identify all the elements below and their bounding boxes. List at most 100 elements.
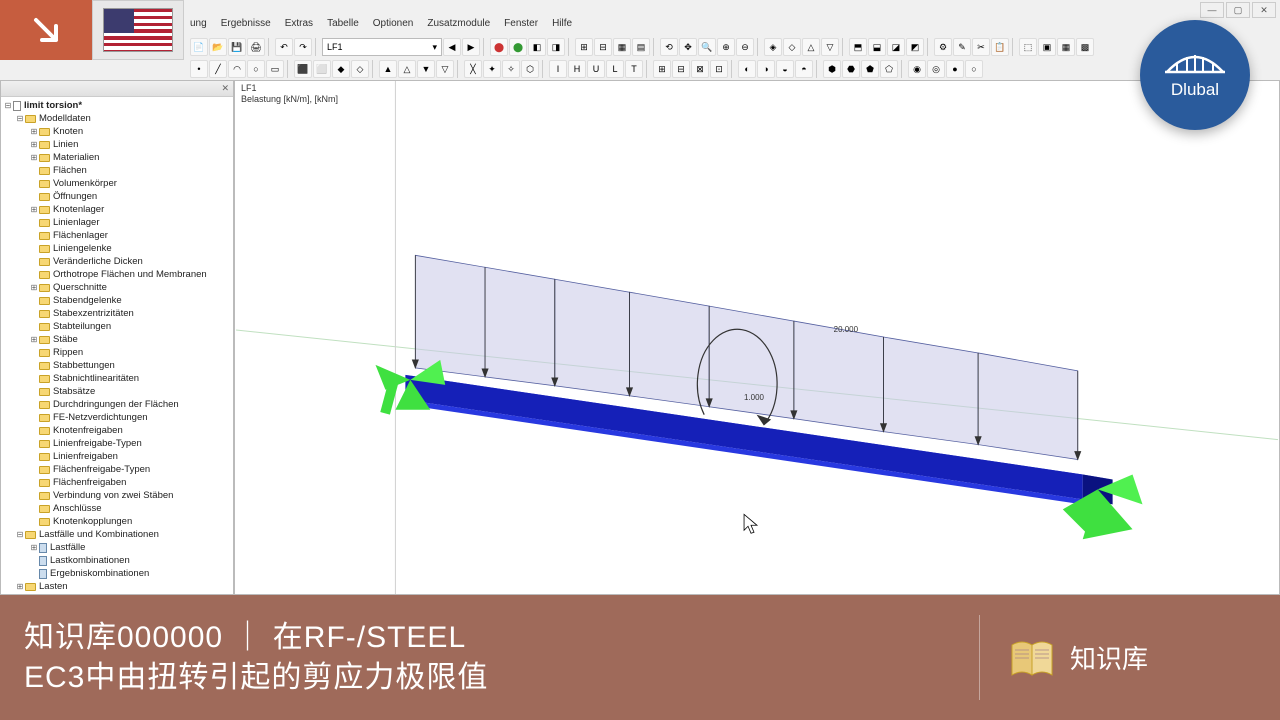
toolbar-button[interactable]: △	[398, 60, 416, 78]
toolbar-button[interactable]: ◧	[528, 38, 546, 56]
menu-item[interactable]: Fenster	[504, 18, 538, 36]
toolbar-button[interactable]: ◩	[906, 38, 924, 56]
tree-item[interactable]: Ergebniskombinationen	[1, 567, 233, 580]
toolbar-button[interactable]: ⊞	[653, 60, 671, 78]
toolbar-button[interactable]: ◒	[776, 60, 794, 78]
toolbar-button[interactable]: •	[190, 60, 208, 78]
menu-item[interactable]: Optionen	[373, 18, 414, 36]
tree-item[interactable]: Linienfreigaben	[1, 450, 233, 463]
tree-item[interactable]: Stabendgelenke	[1, 294, 233, 307]
toolbar-button[interactable]: ●	[946, 60, 964, 78]
toolbar-button[interactable]: ↶	[275, 38, 293, 56]
toolbar-button[interactable]: 🔍	[698, 38, 716, 56]
toolbar-button[interactable]: ◆	[332, 60, 350, 78]
toolbar-button[interactable]: ╳	[464, 60, 482, 78]
toolbar-button[interactable]: I	[549, 60, 567, 78]
tree-item[interactable]: Rippen	[1, 346, 233, 359]
tree-item[interactable]: Knotenfreigaben	[1, 424, 233, 437]
toolbar-button[interactable]: ◉	[908, 60, 926, 78]
toolbar-button[interactable]: ⬣	[842, 60, 860, 78]
toolbar-button[interactable]: ◇	[783, 38, 801, 56]
model-viewport[interactable]: LF1 Belastung [kN/m], [kNm]	[234, 80, 1280, 595]
toolbar-button[interactable]: ⊠	[691, 60, 709, 78]
toolbar-button[interactable]: ⬟	[861, 60, 879, 78]
tree-item[interactable]: ⊞Lastfälle	[1, 541, 233, 554]
toolbar-button[interactable]: ▦	[1057, 38, 1075, 56]
tree-item[interactable]: Flächenlager	[1, 229, 233, 242]
toolbar-button[interactable]: ✂	[972, 38, 990, 56]
tree-item[interactable]: Volumenkörper	[1, 177, 233, 190]
toolbar-button[interactable]: ◈	[764, 38, 782, 56]
panel-close-icon[interactable]: ✕	[221, 83, 229, 94]
maximize-button[interactable]: ▢	[1226, 2, 1250, 18]
menu-item[interactable]: Hilfe	[552, 18, 572, 36]
toolbar-button[interactable]: ▶	[462, 38, 480, 56]
toolbar-button[interactable]: H	[568, 60, 586, 78]
toolbar-button[interactable]: 📄	[190, 38, 208, 56]
tree-item[interactable]: Stabteilungen	[1, 320, 233, 333]
toolbar-button[interactable]: ✧	[502, 60, 520, 78]
tree-item[interactable]: ⊞Knotenlager	[1, 203, 233, 216]
tree-item[interactable]: ⊟Lastfälle und Kombinationen	[1, 528, 233, 541]
toolbar-button[interactable]: ▤	[632, 38, 650, 56]
tree-item[interactable]: Flächenfreigabe-Typen	[1, 463, 233, 476]
tree-item[interactable]: ⊞Lasten	[1, 580, 233, 593]
toolbar-button[interactable]: ▭	[266, 60, 284, 78]
toolbar-button[interactable]: ◠	[228, 60, 246, 78]
menu-item[interactable]: Zusatzmodule	[427, 18, 490, 36]
toolbar-button[interactable]: ⟲	[660, 38, 678, 56]
toolbar-button[interactable]: ▼	[417, 60, 435, 78]
tree-item[interactable]: Verbindung von zwei Stäben	[1, 489, 233, 502]
toolbar-button[interactable]: ○	[247, 60, 265, 78]
toolbar-button[interactable]: ⬢	[823, 60, 841, 78]
toolbar-button[interactable]: U	[587, 60, 605, 78]
toolbar-button[interactable]: ◓	[795, 60, 813, 78]
toolbar-button[interactable]: ╱	[209, 60, 227, 78]
tree-item[interactable]: ⊟Modelldaten	[1, 112, 233, 125]
tree-item[interactable]: FE-Netzverdichtungen	[1, 411, 233, 424]
toolbar-button[interactable]: ⊖	[736, 38, 754, 56]
tree-item[interactable]: Anschlüsse	[1, 502, 233, 515]
toolbar-button[interactable]: 📂	[209, 38, 227, 56]
tree-item[interactable]: ⊞Knoten	[1, 125, 233, 138]
toolbar-button[interactable]: ◪	[887, 38, 905, 56]
tree-item[interactable]: Stabexzentrizitäten	[1, 307, 233, 320]
tree-item[interactable]: Stabsätze	[1, 385, 233, 398]
toolbar-button[interactable]: ⊟	[594, 38, 612, 56]
toolbar-button[interactable]: ⊡	[710, 60, 728, 78]
tree-item[interactable]: Durchdringungen der Flächen	[1, 398, 233, 411]
tree-item[interactable]: ⊞Stäbe	[1, 333, 233, 346]
loadcase-combo[interactable]: LF1▾	[322, 38, 442, 56]
toolbar-button[interactable]: ⬤	[490, 38, 508, 56]
toolbar-button[interactable]: ▦	[613, 38, 631, 56]
toolbar-button[interactable]: ⬚	[1019, 38, 1037, 56]
toolbar-button[interactable]: ✎	[953, 38, 971, 56]
toolbar-button[interactable]: 🖨	[247, 38, 265, 56]
toolbar-button[interactable]: ⊕	[717, 38, 735, 56]
tree-item[interactable]: ⊞Querschnitte	[1, 281, 233, 294]
toolbar-button[interactable]: ▽	[821, 38, 839, 56]
tree-item[interactable]: Flächen	[1, 164, 233, 177]
tree-item[interactable]: ⊞Linien	[1, 138, 233, 151]
toolbar-button[interactable]: ⬠	[880, 60, 898, 78]
tree-item[interactable]: Knotenkopplungen	[1, 515, 233, 528]
tree-item[interactable]: Flächenfreigaben	[1, 476, 233, 489]
toolbar-button[interactable]: L	[606, 60, 624, 78]
toolbar-button[interactable]: △	[802, 38, 820, 56]
toolbar-button[interactable]: ◀	[443, 38, 461, 56]
toolbar-button[interactable]: ⬓	[868, 38, 886, 56]
tree-item[interactable]: Stabnichtlinearitäten	[1, 372, 233, 385]
menu-item[interactable]: Ergebnisse	[221, 18, 271, 36]
toolbar-button[interactable]: ◎	[927, 60, 945, 78]
tree-item[interactable]: Orthotrope Flächen und Membranen	[1, 268, 233, 281]
toolbar-button[interactable]: ⬛	[294, 60, 312, 78]
toolbar-button[interactable]: ⊞	[575, 38, 593, 56]
toolbar-button[interactable]: ◇	[351, 60, 369, 78]
tree-item[interactable]: Stabbettungen	[1, 359, 233, 372]
toolbar-button[interactable]: ◐	[738, 60, 756, 78]
toolbar-button[interactable]: ⬤	[509, 38, 527, 56]
toolbar-button[interactable]: ✥	[679, 38, 697, 56]
toolbar-button[interactable]: ▣	[1038, 38, 1056, 56]
toolbar-button[interactable]: T	[625, 60, 643, 78]
menu-item[interactable]: Tabelle	[327, 18, 359, 36]
